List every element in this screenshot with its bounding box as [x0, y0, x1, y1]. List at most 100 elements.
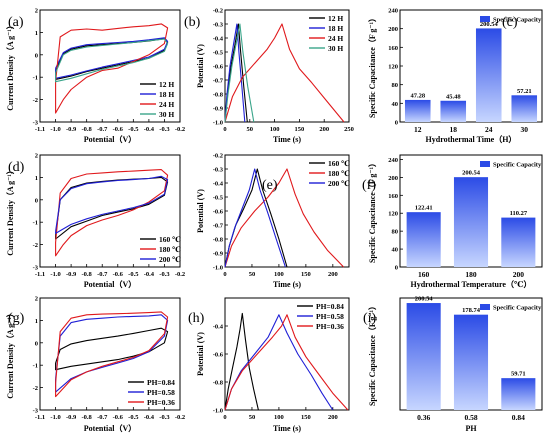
legend-entry: 160 ℃: [159, 235, 181, 244]
y-tick-label: -0.6: [213, 209, 224, 216]
panel-c: 0 40 80 120 160 200 240 47.28 12 45.48 18 200.54 24 5…: [367, 8, 543, 144]
x-tick-label: -1.1: [35, 271, 45, 278]
x-tick-label: 0: [223, 271, 226, 278]
legend-entry: PH=0.58: [316, 312, 344, 321]
legend-entry: PH=0.36: [147, 398, 175, 407]
legend-entry: 18 H: [159, 90, 174, 99]
panel-e: 0 50 100 150 200 -1.0 -0.9 -0.8 -0.7 -0.6 -0.5 -0.4…: [196, 153, 350, 290]
y-tick-label: 2: [35, 8, 38, 15]
legend-entry: 200 ℃: [328, 179, 350, 188]
y-tick-label: -2: [33, 385, 38, 392]
x-tick-label: 150: [301, 414, 311, 421]
x-tick-label: -0.7: [97, 271, 108, 278]
bar-value-label: 110.27: [510, 210, 528, 217]
y-tick-label: -0.5: [213, 50, 224, 57]
series-line: [224, 23, 255, 123]
y-axis-label: Potential (V): [196, 332, 205, 376]
y-tick-label: -0.2: [213, 8, 223, 15]
x-tick-label: -0.6: [113, 271, 124, 278]
legend-swatch: [480, 161, 490, 167]
x-tick-label: 24: [485, 125, 493, 134]
y-tick-label: -0.7: [213, 78, 224, 85]
series-line: [55, 23, 169, 114]
x-tick-label: 150: [301, 271, 311, 278]
legend-entry: Specific Capacity: [493, 162, 542, 169]
bar-value-label: 200.54: [415, 296, 434, 303]
legend-entry: 18 H: [328, 24, 343, 33]
y-axis-label: Specific Capacitance（F g⁻¹）: [367, 302, 377, 406]
x-tick-label: -0.6: [113, 126, 124, 133]
x-tick-label: 250: [344, 126, 354, 133]
x-tick-label: -0.9: [66, 414, 77, 421]
bar: [501, 378, 536, 410]
series-line: [55, 175, 169, 234]
x-tick-label: -0.5: [128, 414, 139, 421]
x-tick-label: -0.9: [66, 126, 77, 133]
y-tick-label: -0.4: [213, 36, 224, 43]
x-tick-label: 100: [274, 271, 284, 278]
bar-value-label: 57.21: [517, 88, 532, 95]
x-tick-label: 30: [521, 125, 529, 134]
x-tick-label: 200: [513, 270, 525, 279]
y-axis-label: Current Density（A g⁻¹）: [5, 166, 15, 256]
y-tick-label: -0.9: [213, 251, 224, 258]
panel-label: (a): [8, 15, 24, 30]
bar-value-label: 200.54: [462, 170, 481, 177]
panel-label: (i): [363, 311, 377, 326]
legend-entry: 24 H: [328, 34, 343, 43]
x-tick-label: 0: [223, 126, 226, 133]
x-tick-label: 12: [414, 125, 422, 134]
y-tick-label: -1.0: [213, 120, 223, 127]
x-tick-label: -1.1: [35, 126, 45, 133]
y-tick-label: 0: [35, 52, 38, 59]
y-tick-label: 2: [35, 153, 38, 160]
panel-i: 200.54 0.36 178.74 0.58 59.71 0.84 Specific Ca…: [363, 296, 543, 433]
bar: [453, 177, 489, 267]
y-tick-label: -0.8: [213, 92, 224, 99]
y-tick-label: 1: [35, 318, 38, 325]
legend-entry: Specific Capacity: [493, 305, 542, 312]
y-axis-label: Potential (V): [196, 189, 205, 233]
legend-entry: 200 ℃: [159, 255, 181, 264]
bar: [406, 303, 441, 410]
y-tick-label: 1: [35, 175, 38, 182]
bar-value-label: 200.54: [480, 21, 499, 28]
legend-swatch: [480, 16, 490, 22]
x-tick-label: -0.7: [97, 414, 108, 421]
x-axis-label: PH: [465, 424, 477, 433]
series-line: [224, 23, 345, 123]
bar-value-label: 59.71: [511, 371, 526, 378]
y-tick-label: -2: [33, 97, 38, 104]
x-tick-label: -0.7: [97, 126, 108, 133]
x-tick-label: -0.8: [82, 271, 93, 278]
y-tick-label: 240: [388, 157, 398, 164]
panel-label: (d): [8, 160, 25, 175]
x-tick-label: -1.1: [35, 414, 45, 421]
x-axis-label: Time (s): [273, 424, 301, 433]
legend-entry: PH=0.84: [316, 302, 344, 311]
y-tick-label: -0.2: [213, 153, 223, 160]
y-tick-label: -0.7: [213, 223, 224, 230]
plot-frame: [39, 297, 181, 411]
y-tick-label: 2: [35, 296, 38, 303]
y-tick-label: -1: [33, 75, 38, 82]
panel-label: (f): [362, 178, 376, 193]
x-tick-label: -1.0: [50, 271, 60, 278]
series-line: [55, 176, 169, 240]
y-axis-label: Current Density（A g⁻¹）: [5, 309, 15, 399]
x-tick-label: -0.3: [159, 126, 170, 133]
y-tick-label: -1: [33, 220, 38, 227]
y-tick-label: -0.6: [213, 64, 224, 71]
panel-h: 0 50 100 150 200-1.0-0.8-0.6-0.4PH=0.84PH=0.…: [188, 297, 350, 433]
panel-label: (e): [262, 178, 278, 193]
y-tick-label: 0: [35, 197, 38, 204]
x-axis-label: Hydrothermal Time（H）: [426, 134, 517, 144]
series-line: [224, 314, 334, 411]
bar: [404, 99, 431, 122]
x-tick-label: -1.0: [50, 414, 60, 421]
bar: [406, 212, 441, 267]
legend-entry: Specific Capacity: [493, 17, 542, 24]
y-tick-label: -0.8: [213, 380, 224, 387]
x-tick-label: -0.8: [82, 414, 93, 421]
y-tick-label: -0.4: [213, 324, 224, 331]
